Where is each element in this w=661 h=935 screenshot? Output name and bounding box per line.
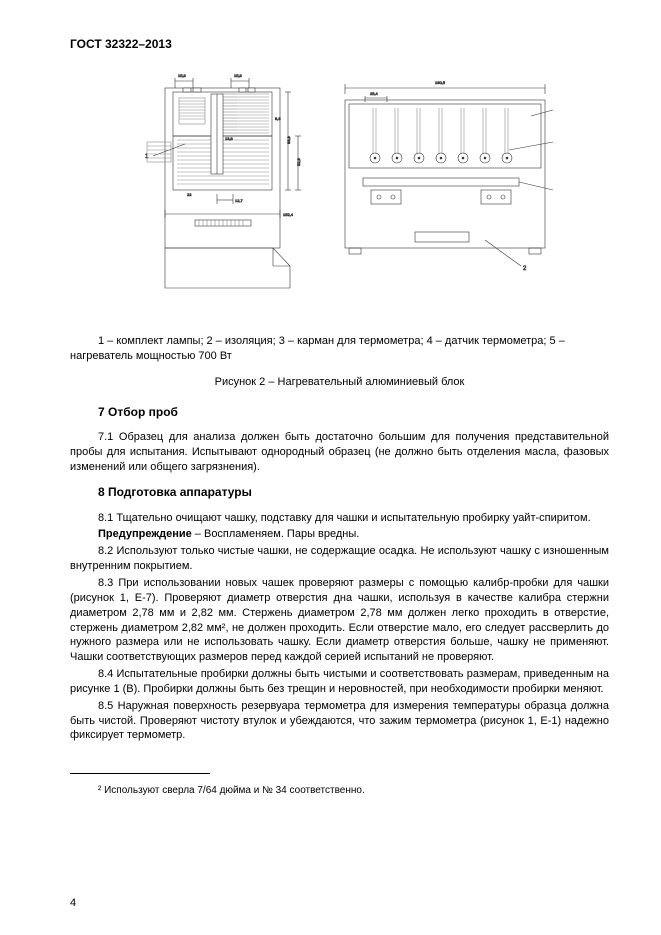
p-8-4: 8.4 Испытательные пробирки должны быть ч… (70, 667, 609, 697)
dim: 52,9 (296, 158, 301, 167)
footnote-divider (70, 773, 210, 774)
dim: 15,8 (178, 73, 187, 78)
p-7-1: 7.1 Образец для анализа должен быть дост… (70, 430, 609, 475)
footnote-2: ² Используют сверла 7/64 дюйма и № 34 со… (70, 784, 609, 798)
p-8-2: 8.2 Используют только чистые чашки, не с… (70, 544, 609, 574)
figure-legend: 1 – комплект лампы; 2 – изоляция; 3 – ка… (70, 334, 609, 364)
ref-2: 2 (523, 266, 527, 272)
dim: 152,4 (283, 212, 294, 217)
doc-id: ГОСТ 32322–2013 (70, 36, 609, 52)
figure-2: 15,8 15,8 (70, 70, 609, 320)
section-7-heading: 7 Отбор проб (98, 404, 609, 420)
dim: 8,9 (275, 116, 281, 121)
p-8-5: 8.5 Наружная поверхность резервуара терм… (70, 699, 609, 744)
dim: 13,8 (225, 136, 234, 141)
p-8-3: 8.3 При использовании новых чашек провер… (70, 576, 609, 665)
figure-caption: Рисунок 2 – Нагревательный алюминиевый б… (70, 375, 609, 390)
dim: 190,5 (435, 80, 446, 85)
page-number: 4 (70, 896, 76, 911)
dim: 15,8 (234, 73, 243, 78)
dim: 93,9 (286, 136, 291, 145)
p-8-warning: Предупреждение – Воспламеняем. Пары вред… (70, 527, 609, 542)
dim: 22 (187, 192, 192, 197)
section-8-heading: 8 Подготовка аппаратуры (98, 484, 609, 500)
p-8-1: 8.1 Тщательно очищают чашку, подставку д… (70, 511, 609, 526)
dim: 12,7 (235, 198, 244, 203)
dim: 25,4 (370, 91, 379, 96)
